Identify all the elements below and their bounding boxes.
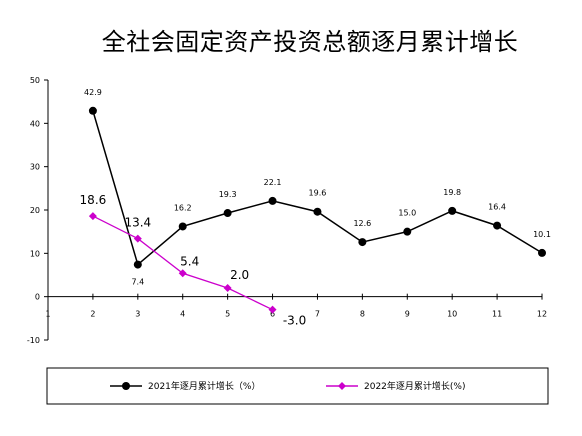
y-tick-label: 20 bbox=[30, 206, 40, 215]
y-tick-label: -10 bbox=[27, 336, 40, 345]
series-1-point bbox=[268, 196, 277, 205]
series-2-point bbox=[178, 269, 187, 278]
series-2-point bbox=[88, 212, 97, 221]
x-tick-label: 9 bbox=[405, 310, 410, 319]
legend-label-2: 2022年逐月累计增长(%) bbox=[364, 380, 465, 392]
x-tick-label: 7 bbox=[315, 310, 320, 319]
data-label-2021: 16.2 bbox=[174, 203, 192, 212]
series-1-point bbox=[358, 238, 367, 247]
x-tick-label: 8 bbox=[360, 310, 365, 319]
y-tick-label: 30 bbox=[30, 163, 40, 172]
y-tick-label: 40 bbox=[30, 119, 40, 128]
x-tick-label: 12 bbox=[537, 310, 547, 319]
x-tick-label: 5 bbox=[225, 310, 230, 319]
data-label-2021: 15.0 bbox=[398, 209, 416, 218]
legend: 2021年逐月累计增长（%） 2022年逐月累计增长(%) bbox=[110, 380, 465, 392]
data-label-2021: 19.3 bbox=[219, 190, 237, 199]
x-tick-label: 10 bbox=[447, 310, 457, 319]
series-layer: 42.9 7.4 16.2 19.3 22.1 19.6 12.6 15.0 19.8 16.4 1… bbox=[80, 88, 551, 328]
data-label-2021: 12.6 bbox=[353, 219, 371, 228]
data-label-2022: 13.4 bbox=[124, 216, 151, 230]
y-tick-label: 10 bbox=[30, 249, 40, 258]
series-2-point bbox=[133, 234, 142, 243]
series-1-point bbox=[448, 206, 457, 215]
series-1-point bbox=[88, 106, 97, 115]
x-tick-label: 3 bbox=[135, 310, 140, 319]
legend-label-1: 2021年逐月累计增长（%） bbox=[148, 380, 260, 392]
series-2-point bbox=[223, 284, 232, 292]
series-1-point bbox=[493, 221, 502, 230]
x-tick-label: 1 bbox=[45, 310, 50, 319]
data-label-2021: 22.1 bbox=[264, 178, 282, 187]
x-tick-label: 6 bbox=[270, 310, 275, 319]
series-1-point bbox=[403, 227, 412, 236]
legend-marker-1 bbox=[122, 382, 130, 390]
data-label-2021: 19.8 bbox=[443, 188, 461, 197]
data-label-2022: 2.0 bbox=[230, 268, 249, 282]
series-1-point bbox=[133, 260, 142, 269]
data-label-2022: -3.0 bbox=[283, 314, 306, 328]
x-tick-label: 4 bbox=[180, 310, 185, 319]
legend-box bbox=[46, 367, 549, 405]
series-1-point bbox=[223, 209, 232, 218]
chart-title: 全社会固定资产投资总额逐月累计增长 bbox=[102, 28, 519, 56]
y-tick-label: 0 bbox=[35, 293, 40, 302]
series-1-point bbox=[538, 248, 546, 257]
data-label-2022: 18.6 bbox=[80, 193, 107, 207]
y-tick-label: 50 bbox=[30, 76, 40, 85]
data-label-2021: 42.9 bbox=[84, 88, 102, 97]
data-label-2021: 10.1 bbox=[533, 230, 551, 239]
data-label-2021: 19.6 bbox=[309, 189, 327, 198]
legend-marker-2 bbox=[338, 382, 346, 390]
data-label-2021: 16.4 bbox=[488, 203, 506, 212]
series-line-1 bbox=[92, 110, 543, 266]
data-label-2021: 7.4 bbox=[131, 278, 144, 287]
x-tick-label: 2 bbox=[90, 310, 95, 319]
series-1-point bbox=[178, 222, 187, 231]
x-tick-label: 11 bbox=[492, 310, 502, 319]
data-label-2022: 5.4 bbox=[180, 254, 199, 268]
series-1-point bbox=[313, 207, 322, 216]
series-2-point bbox=[268, 305, 277, 314]
